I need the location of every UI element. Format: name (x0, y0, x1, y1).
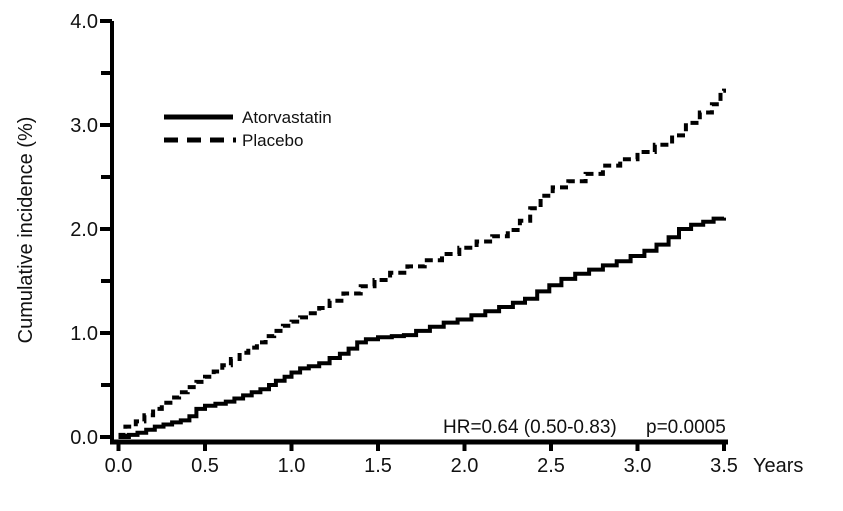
p-value-text: p=0.0005 (646, 417, 726, 438)
x-tick-label: 3.0 (624, 455, 652, 477)
axis-ticks: 0.0 0.5 1.0 1.5 2.0 2.5 3.0 3.5 0.0 1.0 2.0 3.0 4.0 (70, 11, 738, 477)
y-tick-label: 3.0 (70, 115, 98, 137)
x-tick-label: 2.5 (537, 455, 565, 477)
y-tick-label: 0.0 (70, 427, 98, 449)
hazard-ratio-text: HR=0.64 (0.50-0.83) (443, 417, 617, 438)
series-line-placebo (118, 88, 726, 437)
x-axis-unit-label: Years (753, 455, 803, 477)
x-tick-label: 1.5 (364, 455, 392, 477)
x-tick-label: 0.5 (191, 455, 219, 477)
legend-label-atorvastatin: Atorvastatin (242, 108, 332, 127)
x-tick-label: 1.0 (278, 455, 306, 477)
legend-label-placebo: Placebo (242, 131, 303, 150)
series-line-atorvastatin (118, 216, 726, 439)
data-curves (118, 88, 726, 439)
x-tick-label: 3.5 (710, 455, 738, 477)
y-tick-label: 2.0 (70, 219, 98, 241)
y-tick-label: 1.0 (70, 323, 98, 345)
y-tick-label: 4.0 (70, 11, 98, 33)
x-tick-label: 2.0 (451, 455, 479, 477)
x-tick-label: 0.0 (105, 455, 133, 477)
legend: Atorvastatin Placebo (164, 108, 332, 150)
stats-annotation: HR=0.64 (0.50-0.83) p=0.0005 (443, 417, 726, 438)
y-axis-title: Cumulative incidence (%) (15, 117, 37, 344)
